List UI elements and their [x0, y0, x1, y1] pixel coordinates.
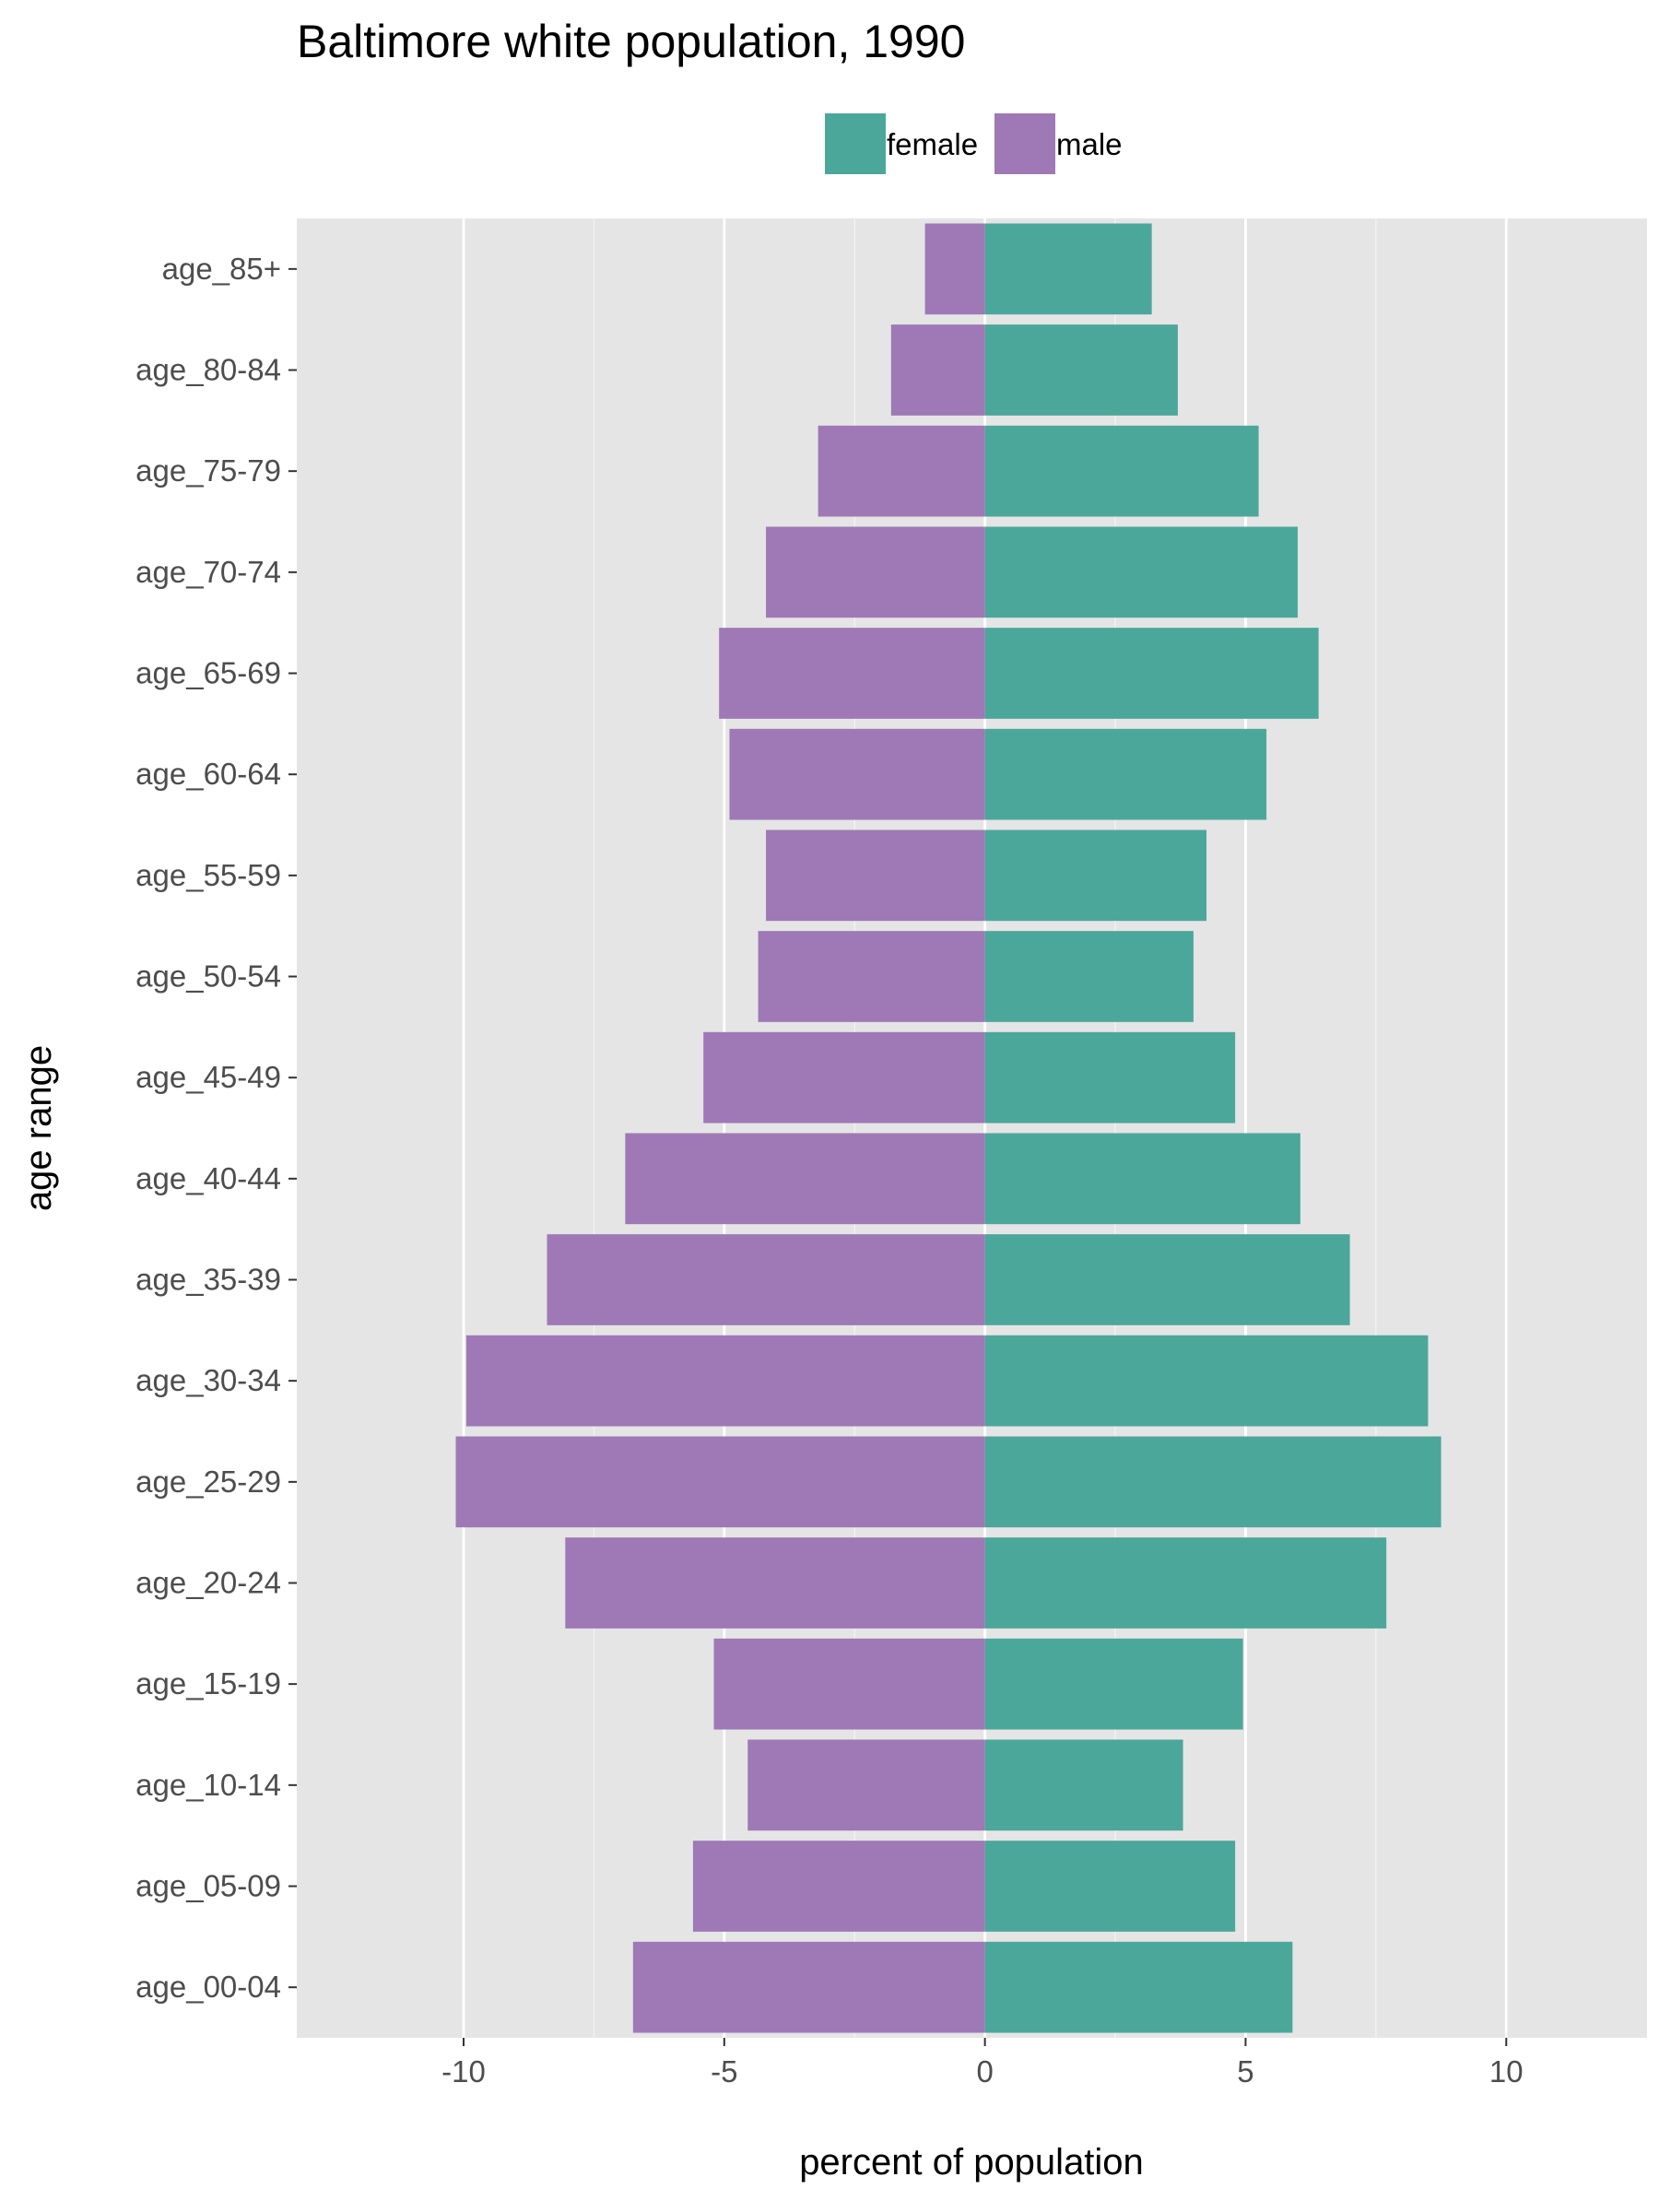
y-tick-label: age_40-44 [135, 1161, 281, 1195]
bar-male-age-55-59 [766, 830, 985, 922]
y-tick-label: age_35-39 [135, 1263, 281, 1297]
chart-title: Baltimore white population, 1990 [297, 16, 965, 67]
bar-male-age-20-24 [565, 1537, 985, 1629]
legend-label-male: male [1056, 127, 1123, 161]
bar-female-age-15-19 [984, 1638, 1243, 1730]
y-tick-label: age_75-79 [135, 453, 281, 488]
y-tick-label: age_55-59 [135, 858, 281, 892]
grid-lines [462, 218, 1508, 2038]
bar-male-age-40-44 [625, 1133, 985, 1225]
bar-male-age-05-09 [692, 1841, 985, 1932]
bar-male-age-80-84 [890, 324, 985, 416]
x-tick-label: -10 [441, 2054, 486, 2088]
x-axis-ticks: -10 -5 0 5 10 [441, 2038, 1524, 2088]
bar-male-age-70-74 [766, 526, 985, 618]
bar-male-age-60-64 [729, 728, 985, 820]
bar-male-age-35-39 [547, 1234, 985, 1325]
bar-female-age-70-74 [984, 526, 1299, 618]
y-tick-label: age_30-34 [135, 1363, 281, 1397]
bar-female-age-25-29 [984, 1436, 1441, 1528]
bar-female-age-75-79 [984, 425, 1259, 517]
y-tick-label: age_85+ [162, 252, 281, 286]
bar-female-age-60-64 [984, 728, 1267, 820]
bar-male-age-15-19 [713, 1638, 985, 1730]
legend-label-female: female [887, 127, 978, 161]
bar-male-age-10-14 [747, 1739, 985, 1831]
y-tick-label: age_00-04 [135, 1970, 281, 2004]
y-tick-label: age_25-29 [135, 1465, 281, 1499]
bar-male-age-75-79 [818, 425, 985, 517]
y-tick-label: age_10-14 [135, 1768, 281, 1802]
bar-male-age-45-49 [703, 1031, 985, 1124]
y-axis-ticks: age_85+ age_80-84 age_75-79 age_70-74 age_65… [135, 252, 297, 2004]
legend: female male [825, 113, 1123, 174]
bar-female-age-85- [984, 223, 1152, 315]
bar-male-age-30-34 [465, 1335, 985, 1427]
legend-key-male [994, 113, 1055, 174]
bar-male-age-65-69 [719, 628, 985, 719]
bar-male-age-50-54 [758, 931, 985, 1022]
x-tick-label: 5 [1237, 2054, 1253, 2088]
bar-female-age-35-39 [984, 1234, 1350, 1325]
bar-male-age-85- [924, 223, 985, 315]
bar-female-age-00-04 [984, 1941, 1293, 2033]
bar-male-age-00-04 [632, 1941, 985, 2033]
bar-female-age-30-34 [984, 1335, 1429, 1427]
x-tick-label: -5 [711, 2054, 737, 2088]
bar-female-age-40-44 [984, 1133, 1300, 1225]
bar-female-age-80-84 [984, 324, 1178, 416]
bar-female-age-55-59 [984, 830, 1207, 922]
bar-female-age-45-49 [984, 1031, 1236, 1124]
y-tick-label: age_50-54 [135, 959, 281, 994]
y-tick-label: age_45-49 [135, 1060, 281, 1094]
y-tick-label: age_65-69 [135, 656, 281, 690]
y-axis-title: age range [18, 1045, 59, 1211]
bars [455, 223, 1441, 2033]
bar-female-age-05-09 [984, 1841, 1236, 1932]
y-tick-label: age_15-19 [135, 1666, 281, 1700]
legend-key-female [825, 113, 886, 174]
plot-panel [297, 218, 1647, 2038]
bar-female-age-50-54 [984, 931, 1194, 1022]
x-tick-label: 0 [976, 2054, 993, 2088]
x-tick-label: 10 [1489, 2054, 1524, 2088]
x-axis-title: percent of population [799, 2142, 1144, 2183]
bar-male-age-25-29 [455, 1436, 985, 1528]
y-tick-label: age_70-74 [135, 555, 281, 589]
y-tick-label: age_80-84 [135, 353, 281, 387]
y-tick-label: age_05-09 [135, 1869, 281, 1903]
y-tick-label: age_20-24 [135, 1566, 281, 1600]
bar-female-age-65-69 [984, 628, 1319, 719]
bar-female-age-10-14 [984, 1739, 1183, 1831]
y-tick-label: age_60-64 [135, 757, 281, 791]
bar-female-age-20-24 [984, 1537, 1387, 1629]
